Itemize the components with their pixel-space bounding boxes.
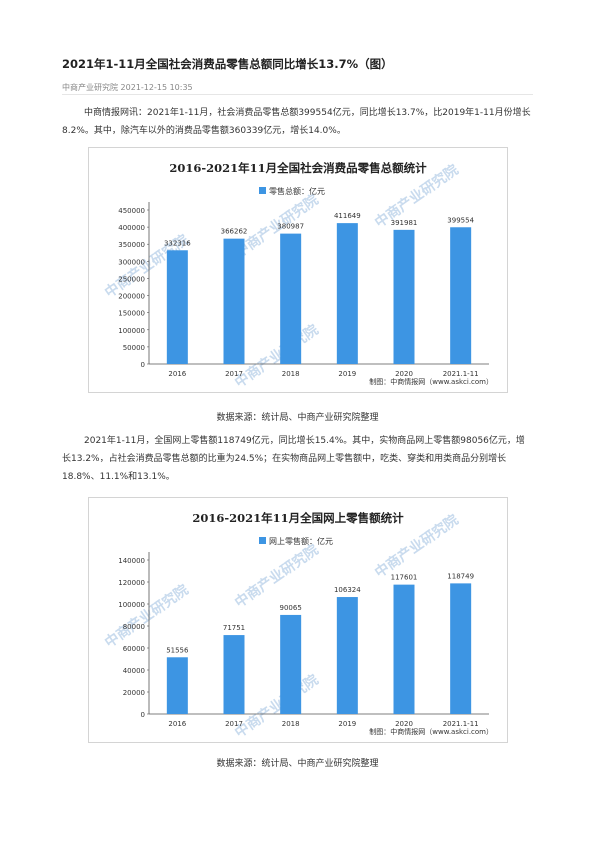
y-tick-label: 0: [141, 711, 145, 719]
x-tick-label: 2019: [338, 370, 356, 378]
chart-watermark: 中商产业研究院: [232, 321, 322, 391]
y-tick-label: 80000: [123, 623, 145, 631]
x-tick-label: 2018: [282, 720, 300, 728]
article-date: 2021-12-15 10:35: [120, 83, 193, 92]
x-tick-label: 2016: [168, 370, 186, 378]
article-meta: 中商产业研究院 2021-12-15 10:35: [62, 82, 193, 93]
y-tick-label: 120000: [118, 579, 145, 587]
y-tick-label: 40000: [123, 667, 145, 675]
data-label: 90065: [280, 604, 302, 612]
chart-watermark: 中商产业研究院: [102, 581, 192, 651]
bar: [223, 635, 245, 714]
title-divider: [62, 94, 533, 95]
y-tick-label: 400000: [118, 224, 145, 232]
y-tick-label: 60000: [123, 645, 145, 653]
bar: [336, 223, 358, 364]
x-tick-label: 2018: [282, 370, 300, 378]
chart2-caption: 数据来源：统计局、中商产业研究院整理: [216, 759, 379, 769]
legend-swatch: [259, 537, 266, 544]
legend-label: 网上零售额：亿元: [269, 536, 333, 546]
bar: [450, 227, 472, 364]
legend-swatch: [259, 187, 266, 194]
data-label: 106324: [334, 586, 361, 594]
article-title: 2021年1-11月全国社会消费品零售总额同比增长13.7%（图）: [62, 57, 393, 71]
data-label: 391981: [391, 219, 418, 227]
chart-retail-sales: 中商产业研究院 中商产业研究院 中商产业研究院 中商产业研究院 2016-2021年11…: [88, 147, 508, 393]
x-tick-label: 2020: [395, 720, 413, 728]
chart-watermark: 中商产业研究院: [232, 671, 322, 741]
x-tick-label: 2021.1-11: [443, 720, 479, 728]
bar: [166, 657, 188, 714]
data-label: 332316: [164, 239, 191, 247]
y-tick-label: 150000: [118, 310, 145, 318]
x-tick-label: 2020: [395, 370, 413, 378]
y-tick-label: 450000: [118, 207, 145, 215]
data-label: 399554: [447, 216, 474, 224]
bar: [336, 597, 358, 714]
y-tick-label: 20000: [123, 689, 145, 697]
x-tick-label: 2019: [338, 720, 356, 728]
y-tick-label: 100000: [118, 601, 145, 609]
chart-title: 2016-2021年11月全国社会消费品零售总额统计: [169, 161, 427, 175]
x-tick-label: 2021.1-11: [443, 370, 479, 378]
data-label: 411649: [334, 212, 361, 220]
chart-watermark: 中商产业研究院: [232, 541, 322, 611]
bar: [393, 229, 415, 364]
y-tick-label: 50000: [123, 344, 145, 352]
bar: [280, 233, 302, 364]
y-tick-label: 250000: [118, 275, 145, 283]
bar: [223, 238, 245, 364]
article-source: 中商产业研究院: [62, 83, 118, 92]
chart-online-sales: 中商产业研究院 中商产业研究院 中商产业研究院 中商产业研究院 2016-2021年11…: [88, 497, 508, 743]
chart-credit: 制图：中商情报网（www.askci.com）: [369, 727, 493, 736]
legend-label: 零售总额：亿元: [269, 186, 325, 196]
bar: [393, 584, 415, 714]
data-label: 71751: [223, 624, 245, 632]
data-label: 380987: [277, 223, 304, 231]
y-tick-label: 100000: [118, 327, 145, 335]
y-tick-label: 200000: [118, 293, 145, 301]
y-tick-label: 300000: [118, 258, 145, 266]
paragraph-retail-sales: 中商情报网讯：2021年1-11月，社会消费品零售总额399554亿元，同比增长…: [62, 108, 531, 136]
chart1-caption: 数据来源：统计局、中商产业研究院整理: [216, 413, 379, 423]
x-tick-label: 2016: [168, 720, 186, 728]
y-tick-label: 350000: [118, 241, 145, 249]
chart-credit: 制图：中商情报网（www.askci.com）: [369, 377, 493, 386]
paragraph-online-sales: 2021年1-11月，全国网上零售额118749亿元，同比增长15.4%。其中，…: [62, 436, 525, 482]
data-label: 366262: [221, 228, 248, 236]
data-label: 118749: [447, 572, 474, 580]
x-tick-label: 2017: [225, 370, 243, 378]
data-label: 117601: [391, 574, 418, 582]
y-tick-label: 0: [141, 361, 145, 369]
bar: [450, 583, 472, 714]
bar: [166, 250, 188, 364]
chart-title: 2016-2021年11月全国网上零售额统计: [192, 511, 404, 525]
y-tick-label: 140000: [118, 557, 145, 565]
bar: [280, 614, 302, 714]
x-tick-label: 2017: [225, 720, 243, 728]
data-label: 51556: [166, 646, 189, 654]
